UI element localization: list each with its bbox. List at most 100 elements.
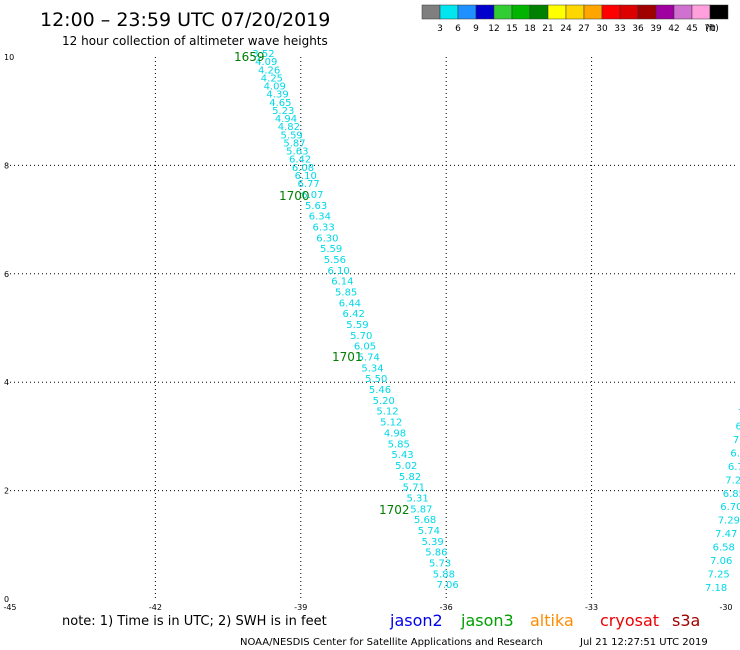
wave-height-value: 4.26 bbox=[258, 65, 280, 76]
wave-height-value: 6.44 bbox=[339, 298, 361, 309]
color-scale-label: 3 bbox=[437, 24, 443, 34]
wave-height-value: 4.39 bbox=[266, 90, 288, 101]
wave-height-value: 5.63 bbox=[305, 201, 327, 212]
pass-time-label: 1701 bbox=[332, 350, 363, 364]
color-swatch bbox=[511, 4, 531, 20]
pass-time-label: 1659 bbox=[234, 50, 265, 64]
color-scale-label: 45 bbox=[686, 24, 697, 34]
map-subtitle: 12 hour collection of altimeter wave hei… bbox=[62, 34, 328, 48]
color-scale-label: 27 bbox=[578, 24, 589, 34]
color-swatch bbox=[655, 4, 675, 20]
color-scale-label: 39 bbox=[650, 24, 662, 34]
wave-height-value: 6.42 bbox=[289, 155, 311, 166]
wave-height-value: 6.85 bbox=[723, 489, 740, 500]
generated-timestamp: Jul 21 12:27:51 UTC 2019 bbox=[579, 637, 708, 648]
wave-height-value: 5.74 bbox=[358, 353, 380, 364]
wave-height-value: 6.42 bbox=[343, 309, 365, 320]
wave-height-value: 5.46 bbox=[369, 385, 391, 396]
color-swatch bbox=[529, 4, 549, 20]
wave-height-value: 5.88 bbox=[433, 569, 455, 580]
wave-height-value: 7.11 bbox=[738, 408, 740, 419]
color-swatch bbox=[457, 4, 477, 20]
wave-height-value: 6.34 bbox=[309, 212, 331, 223]
pass-time-label: 1702 bbox=[379, 503, 410, 517]
lon-tick-label: -45 bbox=[3, 603, 16, 612]
color-swatch bbox=[673, 4, 693, 20]
wave-height-value: 7.25 bbox=[708, 570, 730, 581]
lon-tick-label: -39 bbox=[294, 603, 307, 612]
wave-height-value: 5.74 bbox=[418, 526, 440, 537]
color-swatch bbox=[583, 4, 603, 20]
color-scale-label: 9 bbox=[473, 24, 479, 34]
wave-height-value: 5.50 bbox=[365, 374, 387, 385]
wave-height-value: 5.34 bbox=[361, 363, 383, 374]
color-swatch bbox=[493, 4, 513, 20]
altimeter-pass-main: 3.524.094.264.254.094.394.655.234.944.82… bbox=[252, 49, 458, 591]
wave-height-value: 7.47 bbox=[715, 529, 737, 540]
wave-height-value: 4.65 bbox=[269, 98, 291, 109]
color-scale-label: 42 bbox=[668, 24, 679, 34]
lon-tick-label: -42 bbox=[149, 603, 162, 612]
wave-height-value: 6.08 bbox=[292, 163, 314, 174]
color-swatch bbox=[691, 4, 711, 20]
wave-height-value: 5.70 bbox=[350, 331, 372, 342]
wave-height-value: 4.09 bbox=[264, 82, 286, 93]
color-scale-label: 12 bbox=[488, 24, 499, 34]
color-swatch bbox=[709, 4, 729, 20]
wave-height-value: 4.98 bbox=[384, 428, 406, 439]
wave-height-value: 6.74 bbox=[728, 462, 740, 473]
color-swatch bbox=[637, 4, 657, 20]
color-swatch bbox=[565, 4, 585, 20]
wave-height-value: 7.22 bbox=[725, 475, 740, 486]
color-scale-label: 15 bbox=[506, 24, 517, 34]
wave-height-value: 5.12 bbox=[380, 418, 402, 429]
pass-time-label: 1700 bbox=[279, 189, 310, 203]
axis-tick-labels: 0 2 4 6 8 10 -45 -42 -39 -36 -33 -30 bbox=[3, 53, 732, 612]
wave-height-value: 4.94 bbox=[275, 114, 297, 125]
wave-height-value: 5.63 bbox=[286, 147, 308, 158]
color-swatch bbox=[421, 4, 441, 20]
color-scale-label: 6 bbox=[455, 24, 461, 34]
wave-height-value: 6.10 bbox=[328, 266, 350, 277]
lat-tick-label: 2 bbox=[4, 487, 9, 496]
wave-height-value: 6.98 bbox=[735, 421, 740, 432]
wave-height-value: 4.09 bbox=[255, 57, 277, 68]
lat-tick-label: 8 bbox=[4, 161, 9, 170]
wave-height-value: 7.06 bbox=[437, 580, 459, 591]
wave-height-value: 5.86 bbox=[425, 548, 447, 559]
color-scale-label: 24 bbox=[560, 24, 572, 34]
satellite-legend: jason2 jason3 altika cryosat s3a bbox=[389, 611, 700, 630]
wave-height-value: 6.30 bbox=[316, 233, 338, 244]
wave-height-value: 5.31 bbox=[406, 493, 428, 504]
color-swatch bbox=[475, 4, 495, 20]
color-scale-label: 30 bbox=[596, 24, 608, 34]
color-swatch bbox=[439, 4, 459, 20]
satellite-name: jason3 bbox=[460, 611, 514, 630]
wave-height-value: 5.87 bbox=[410, 504, 432, 515]
wave-height-value: 5.85 bbox=[335, 288, 357, 299]
wave-height-value: 5.71 bbox=[403, 483, 425, 494]
wave-height-value: 6.58 bbox=[713, 543, 735, 554]
wave-height-value: 6.86 bbox=[730, 448, 740, 459]
wave-height-value: 5.39 bbox=[421, 537, 443, 548]
wave-height-value: 5.12 bbox=[376, 407, 398, 418]
color-scale-legend: 3 6 9 12 15 18 21 24 27 30 33 36 39 42 45 70(ft) bbox=[421, 4, 729, 34]
wave-height-value: 7.05 bbox=[733, 435, 740, 446]
lon-tick-label: -30 bbox=[719, 603, 732, 612]
wave-height-value: 5.20 bbox=[373, 396, 395, 407]
wave-height-value: 7.18 bbox=[705, 583, 727, 594]
wave-height-value: 5.59 bbox=[346, 320, 368, 331]
wave-height-value: 5.02 bbox=[395, 461, 417, 472]
pass-time-labels: 1659 1700 1701 1702 bbox=[234, 50, 410, 517]
color-scale-label: 18 bbox=[524, 24, 536, 34]
wave-height-value: 5.56 bbox=[324, 255, 346, 266]
lat-tick-label: 6 bbox=[4, 270, 9, 279]
wave-height-value: 7.06 bbox=[710, 556, 732, 567]
satellite-name: altika bbox=[530, 611, 574, 630]
lat-tick-label: 0 bbox=[4, 595, 9, 604]
wave-height-value: 5.59 bbox=[320, 244, 342, 255]
wave-height-value: 6.07 bbox=[301, 190, 323, 201]
wave-height-value: 5.68 bbox=[414, 515, 436, 526]
wave-height-value: 7.29 bbox=[718, 516, 740, 527]
